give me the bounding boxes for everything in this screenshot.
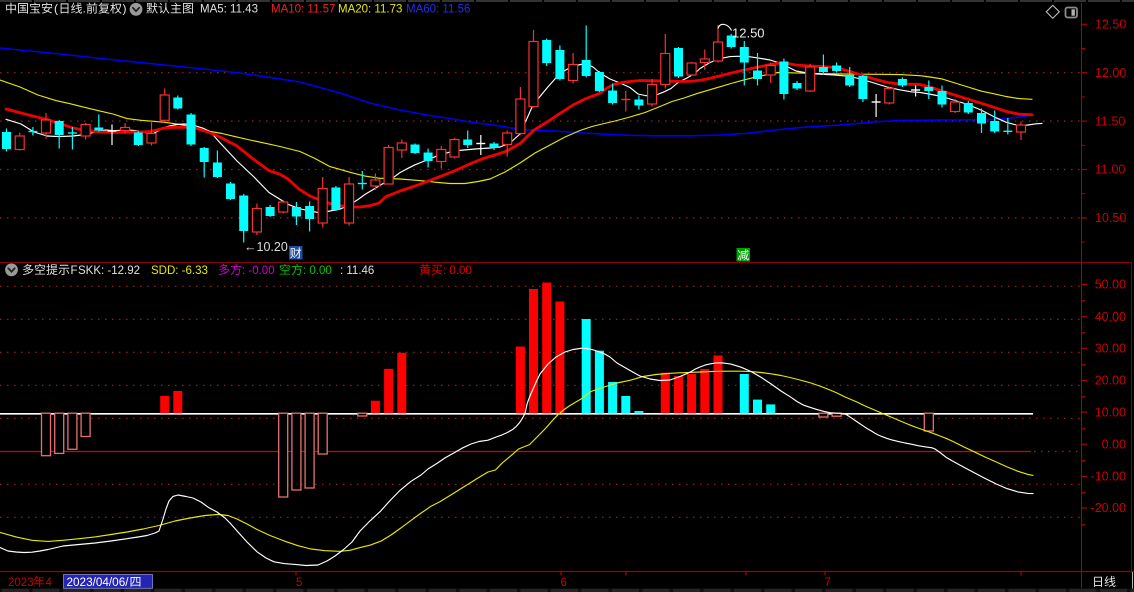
svg-text:12.50: 12.50 xyxy=(1095,18,1126,32)
svg-text:: 11.46: : 11.46 xyxy=(340,265,374,277)
svg-text:(: ( xyxy=(54,2,58,16)
svg-text:MA20: 11.73: MA20: 11.73 xyxy=(338,4,402,16)
svg-text:10.50: 10.50 xyxy=(1095,211,1126,225)
svg-text:7: 7 xyxy=(825,577,831,589)
svg-text:2023: 2023 xyxy=(8,577,34,589)
svg-text:12.50: 12.50 xyxy=(732,26,765,41)
svg-text:MA5: 11.43: MA5: 11.43 xyxy=(200,4,258,16)
svg-text:MA10: 11.57: MA10: 11.57 xyxy=(271,4,335,16)
svg-text:4: 4 xyxy=(46,577,53,589)
svg-text:30.00: 30.00 xyxy=(1095,342,1126,356)
svg-text:: 0.00: : 0.00 xyxy=(303,265,332,277)
svg-text:11.50: 11.50 xyxy=(1095,114,1125,128)
svg-text:12.00: 12.00 xyxy=(1095,66,1126,80)
svg-text:50.00: 50.00 xyxy=(1095,278,1126,292)
svg-text:10.00: 10.00 xyxy=(1095,405,1126,419)
svg-text:SKK: -12.92: SKK: -12.92 xyxy=(78,265,140,277)
svg-text:MA60: 11.56: MA60: 11.56 xyxy=(406,4,470,16)
svg-text:2023/04/06/: 2023/04/06/ xyxy=(67,577,130,589)
svg-text:←10.20: ←10.20 xyxy=(244,240,288,254)
svg-text:): ) xyxy=(123,2,127,16)
svg-text:F: F xyxy=(71,265,78,277)
svg-text:.: . xyxy=(83,2,86,16)
svg-text:5: 5 xyxy=(296,577,302,589)
svg-text:-10.00: -10.00 xyxy=(1091,470,1126,484)
svg-text:6: 6 xyxy=(561,577,567,589)
svg-text:20.00: 20.00 xyxy=(1095,374,1126,388)
svg-text:0.00: 0.00 xyxy=(1102,437,1126,451)
svg-text:11.00: 11.00 xyxy=(1095,163,1125,177)
svg-text:SDD: -6.33: SDD: -6.33 xyxy=(151,265,208,277)
svg-text:40.00: 40.00 xyxy=(1095,310,1126,324)
svg-text:-20.00: -20.00 xyxy=(1091,501,1126,515)
svg-text:: 0.00: : 0.00 xyxy=(443,265,472,277)
svg-text:: -0.00: : -0.00 xyxy=(242,265,275,277)
